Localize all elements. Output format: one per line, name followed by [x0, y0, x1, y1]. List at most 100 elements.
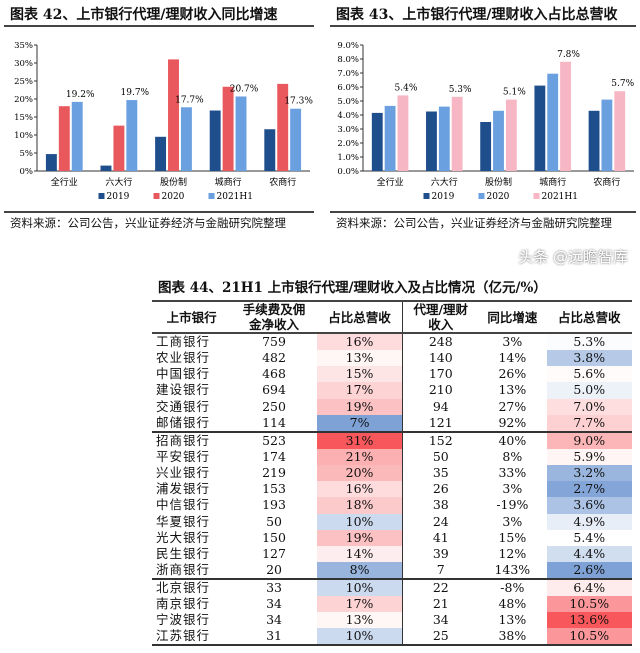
yoy-growth: 92%: [478, 414, 547, 433]
agency-share: 5.4%: [546, 529, 632, 546]
fee-share: 19%: [316, 398, 404, 415]
fee-income: 250: [262, 398, 286, 414]
bar-2021H1: [614, 91, 626, 171]
bank-name: 兴业银行: [156, 465, 211, 481]
y-tick-label: 0%: [20, 167, 34, 177]
x-category-label: 股份制: [160, 176, 187, 188]
legend-swatch: [208, 193, 215, 199]
bank-name: 南京银行: [156, 596, 211, 612]
x-category-label: 城商行: [215, 176, 242, 188]
agency-share: 3.2%: [546, 464, 632, 482]
chart-43-source: 资料来源：公司公告，兴业证券经济与金融研究院整理: [336, 216, 612, 230]
bar-2021H1: [290, 108, 302, 171]
bar-2021H1: [235, 96, 247, 171]
table-row: 交通银行 250 19% 94 27% 7.0%: [152, 398, 632, 415]
agency-income: 140: [428, 350, 453, 366]
bar-2021H1: [451, 96, 463, 171]
fee-income: 523: [262, 432, 286, 448]
agency-income: 22: [432, 580, 449, 596]
yoy-growth: 14%: [498, 350, 527, 366]
y-tick-label: 5%: [20, 149, 34, 159]
data-label: 20.7%: [230, 84, 259, 94]
agency-income: 121: [402, 414, 479, 433]
bar-2021H1: [560, 61, 571, 171]
divider: [330, 25, 636, 27]
agency-share: 4.9%: [546, 513, 632, 530]
divider: [4, 211, 314, 213]
fee-share: 21%: [316, 448, 404, 465]
fee-income: 219: [262, 465, 286, 481]
table-row: 中信银行 193 18% 38 -19% 3.6%: [152, 497, 632, 514]
x-category-label: 六大行: [431, 176, 458, 188]
table-row: 民生银行 127 14% 39 12% 4.4%: [152, 545, 632, 563]
y-tick-label: 20%: [14, 95, 33, 105]
data-label: 7.8%: [557, 50, 580, 60]
yoy-growth: 27%: [498, 398, 527, 414]
fee-share: 16%: [316, 481, 404, 498]
bar-2019: [100, 165, 112, 171]
chart-42-title: 图表 42、上市银行代理/理财收入同比增速: [10, 7, 278, 23]
data-label: 19.2%: [66, 90, 95, 100]
data-label: 5.1%: [503, 88, 526, 98]
fee-income: 174: [262, 448, 286, 464]
agency-share: 3.8%: [546, 350, 632, 367]
y-tick-label: 7.0%: [337, 69, 359, 79]
fee-share: 10%: [316, 628, 404, 647]
fee-share: 10%: [316, 513, 404, 530]
fee-share: 10%: [316, 579, 404, 597]
legend-swatch: [478, 193, 485, 199]
column-header: 上市银行: [152, 300, 232, 334]
agency-share: 5.9%: [546, 448, 632, 465]
bank-name: 江苏银行: [152, 628, 232, 647]
fee-share: 15%: [316, 366, 404, 383]
agency-income: 94: [432, 398, 449, 414]
bar-2020: [384, 105, 396, 171]
agency-income: 25: [402, 628, 479, 647]
data-label: 17.7%: [175, 95, 204, 105]
agency-share: 7.0%: [546, 398, 632, 415]
bank-name: 平安银行: [156, 448, 211, 464]
agency-share: 9.0%: [546, 431, 632, 449]
data-label: 5.3%: [449, 85, 472, 95]
agency-income: 170: [428, 366, 453, 382]
yoy-growth: 13%: [498, 612, 527, 628]
bar-2021H1: [126, 100, 138, 171]
agency-income: 50: [432, 448, 449, 464]
agency-share: 10.5%: [546, 596, 632, 613]
fee-share: 14%: [316, 545, 404, 563]
column-header: 占比总营收: [316, 300, 404, 334]
fee-income: 33: [266, 580, 282, 596]
agency-share: 5.3%: [546, 333, 632, 350]
bar-2021H1: [180, 107, 192, 171]
fee-share: 31%: [316, 431, 404, 449]
agency-share: 10.5%: [546, 628, 632, 647]
fee-share: 7%: [316, 414, 404, 433]
bar-2020: [222, 86, 234, 171]
table-row: 南京银行 34 17% 21 48% 10.5%: [152, 596, 632, 613]
fee-income: 50: [266, 513, 282, 529]
y-tick-label: 4.0%: [337, 111, 359, 121]
table-title: 图表 44、21H1 上市银行代理/理财收入及占比情况（亿元/%）: [158, 280, 547, 296]
data-label: 5.4%: [395, 83, 418, 93]
bank-name: 北京银行: [156, 580, 211, 596]
y-tick-label: 2.0%: [337, 139, 359, 149]
fee-share: 13%: [316, 612, 404, 629]
bank-name: 华夏银行: [156, 513, 211, 529]
agency-share: 2.7%: [546, 481, 632, 498]
bar-2021H1: [505, 99, 517, 171]
y-tick-label: 1.0%: [337, 153, 359, 163]
fee-income: 482: [262, 350, 286, 366]
agency-share: 2.6%: [546, 562, 632, 581]
bar-2019: [588, 110, 600, 171]
bar-2019: [264, 129, 276, 171]
x-category-label: 六大行: [105, 176, 132, 188]
fee-income: 20: [231, 562, 317, 581]
y-tick-label: 25%: [14, 77, 33, 87]
bar-2019: [209, 110, 221, 171]
table-row: 华夏银行 50 10% 24 3% 4.9%: [152, 513, 632, 530]
agency-income: 39: [432, 545, 449, 561]
legend-label: 2019: [432, 192, 455, 202]
bank-name: 邮储银行: [152, 414, 232, 433]
table-row: 浦发银行 153 16% 26 3% 2.7%: [152, 481, 632, 498]
y-tick-label: 3.0%: [337, 125, 359, 135]
